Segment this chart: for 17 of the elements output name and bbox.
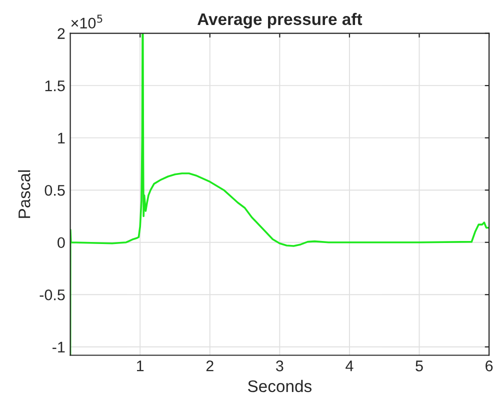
y-tick-label: -1	[52, 342, 65, 352]
y-tick-label: 1.5	[45, 80, 65, 92]
x-tick-label: 4	[346, 360, 354, 372]
x-axis-title: Seconds	[248, 380, 312, 392]
y-tick-label: 0	[58, 237, 65, 248]
text: ×10$^{5}$	[71, 14, 102, 29]
y-tick-label: -0.5	[40, 289, 65, 300]
y-axis-title: Pascal	[18, 170, 30, 218]
x-tick-label: 2	[206, 360, 214, 372]
x-tick-label: 3	[276, 360, 284, 372]
chart-title: Average pressure aft	[197, 12, 362, 28]
x-tick-label: 6	[486, 360, 493, 372]
y-tick-label: 1	[58, 132, 65, 144]
x-tick-label: 5	[416, 360, 423, 372]
y-tick-label: 0.5	[44, 184, 65, 196]
y-tick-label: 2	[58, 28, 65, 39]
x-tick-label: 1	[137, 360, 144, 372]
